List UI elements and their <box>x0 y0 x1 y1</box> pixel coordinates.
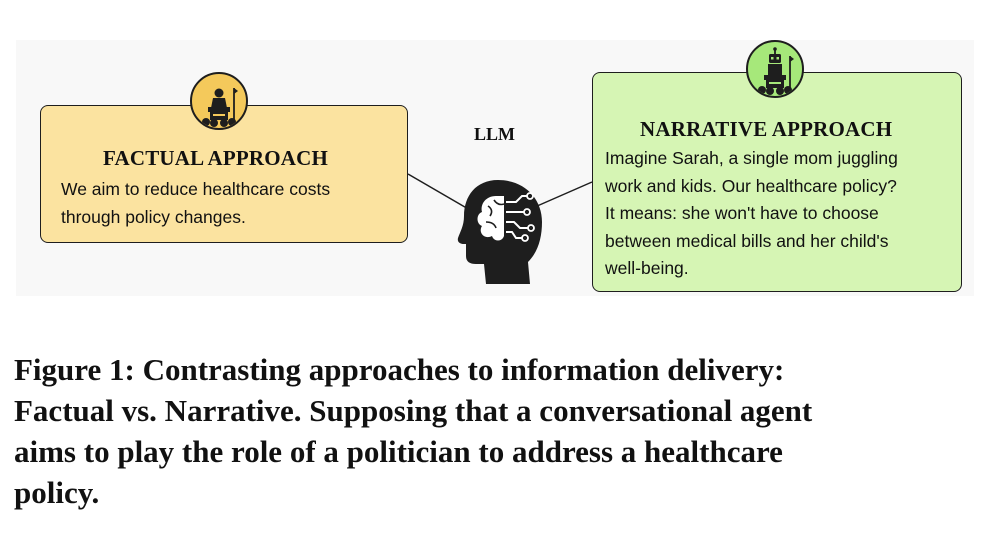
connector-left <box>407 173 471 211</box>
ai-brain-head-icon <box>457 180 542 284</box>
narrative-approach-box: NARRATIVE APPROACH Imagine Sarah, a sing… <box>592 72 962 292</box>
narrative-approach-title: NARRATIVE APPROACH <box>640 117 893 141</box>
factual-approach-title: FACTUAL APPROACH <box>103 146 329 170</box>
politician-podium-icon <box>190 72 248 130</box>
llm-label: LLM <box>474 124 516 144</box>
narrative-approach-text: Imagine Sarah, a single mom juggling wor… <box>605 148 898 278</box>
figure-caption: Figure 1: Contrasting approaches to info… <box>14 352 813 510</box>
robot-podium-icon <box>746 40 804 98</box>
factual-approach-text: We aim to reduce healthcare costs throug… <box>61 179 331 227</box>
